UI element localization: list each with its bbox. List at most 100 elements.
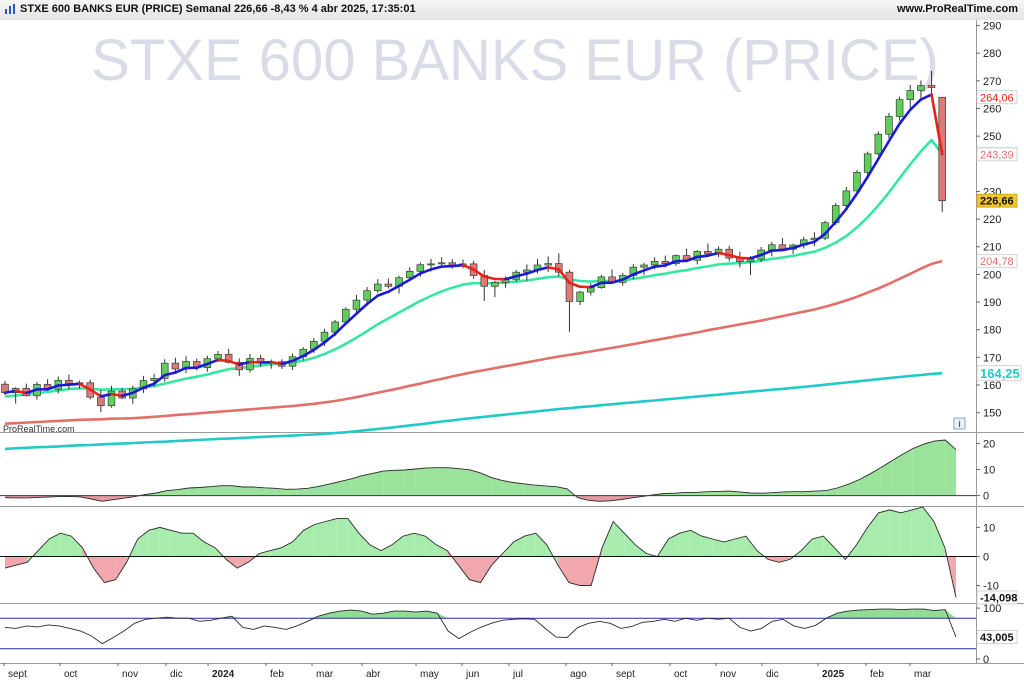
- oscillator-area: [718, 491, 730, 496]
- candle[interactable]: [544, 263, 552, 266]
- fast-ma-segment: [450, 263, 465, 268]
- fast-ma-segment: [312, 341, 326, 352]
- oscillator-area: [177, 488, 189, 496]
- fast-ma-segment: [482, 275, 497, 281]
- price-panel[interactable]: [1, 70, 946, 451]
- candle[interactable]: [224, 353, 233, 363]
- oscillator-panel-1[interactable]: [0, 439, 976, 502]
- candle[interactable]: [161, 362, 169, 379]
- fast-ma-segment: [504, 274, 518, 281]
- candle[interactable]: [246, 358, 254, 371]
- oscillator-area: [192, 533, 205, 557]
- candle[interactable]: [704, 251, 712, 255]
- fast-ma-segment: [46, 384, 60, 391]
- candle[interactable]: [853, 172, 861, 192]
- candle[interactable]: [565, 271, 574, 302]
- fast-ma-segment: [887, 122, 901, 143]
- x-axis-label: nov: [122, 669, 138, 680]
- candle[interactable]: [917, 85, 925, 91]
- oscillator-area: [60, 533, 72, 557]
- oscillator-area: [901, 448, 913, 496]
- candle[interactable]: [650, 261, 659, 266]
- price-badge-box: [976, 365, 1022, 382]
- oscillator-panel-2[interactable]: [0, 506, 976, 598]
- oscillator-area: [392, 536, 404, 557]
- candle[interactable]: [672, 255, 680, 264]
- oscillator-area: [823, 536, 835, 557]
- candle[interactable]: [405, 270, 414, 279]
- oscillator-area: [425, 536, 437, 557]
- oscillator-area: [469, 469, 481, 496]
- fast-ma-segment: [333, 322, 348, 336]
- candle[interactable]: [352, 299, 361, 310]
- oscillator-area: [945, 440, 956, 496]
- x-axis-label: dic: [766, 669, 779, 680]
- oscillator-area: [91, 495, 103, 502]
- oscillator-line: [4, 506, 957, 598]
- candle[interactable]: [576, 291, 584, 302]
- oscillator-area: [480, 472, 492, 496]
- fast-ma-segment: [24, 388, 39, 395]
- candle[interactable]: [65, 379, 73, 384]
- fast-ma-segment: [152, 373, 167, 386]
- x-axis-label: sept: [616, 669, 635, 680]
- price-axis-background: [976, 20, 1024, 683]
- oscillator-area: [707, 491, 719, 496]
- oscillator-area: [793, 491, 805, 496]
- candle[interactable]: [97, 396, 105, 407]
- fast-ma-segment: [749, 253, 763, 260]
- candle[interactable]: [895, 99, 904, 117]
- candle[interactable]: [491, 282, 499, 287]
- candle[interactable]: [863, 153, 872, 173]
- candle[interactable]: [885, 116, 893, 135]
- overbought-area: [372, 613, 384, 619]
- candle[interactable]: [661, 261, 670, 264]
- candle[interactable]: [842, 190, 851, 206]
- candle[interactable]: [171, 362, 180, 370]
- overbought-area: [394, 611, 405, 619]
- overbought-area: [404, 611, 416, 619]
- candle[interactable]: [384, 283, 393, 287]
- oscillator-tick-label: 10: [983, 465, 995, 477]
- candle[interactable]: [363, 290, 371, 301]
- price-tick-label: 150: [983, 408, 1001, 420]
- candle[interactable]: [906, 90, 914, 100]
- oscillator-area: [383, 470, 395, 496]
- candle[interactable]: [437, 262, 446, 265]
- oscillator-tick-label: 0: [983, 654, 989, 666]
- oscillator-area: [358, 533, 370, 557]
- chart-canvas[interactable]: STXE 600 BANKS EUR (PRICE) 150 160 170 180 1…: [0, 20, 1024, 683]
- fast-ma-segment: [610, 278, 625, 284]
- candle[interactable]: [427, 263, 435, 266]
- candle[interactable]: [374, 283, 382, 292]
- oscillator-area: [933, 521, 945, 557]
- info-icon[interactable]: i: [953, 417, 966, 430]
- oscillator-area: [723, 539, 735, 557]
- oscillator-area: [275, 488, 286, 496]
- fast-ma-segment: [206, 358, 220, 366]
- fast-ma-segment: [131, 386, 145, 395]
- oscillator-area: [934, 440, 946, 496]
- price-badge: 243,39: [980, 149, 1014, 161]
- candle[interactable]: [874, 133, 883, 155]
- candle[interactable]: [927, 85, 936, 88]
- candle[interactable]: [107, 390, 116, 407]
- fast-ma-segment: [653, 264, 667, 268]
- oscillator-area: [281, 541, 293, 557]
- candle[interactable]: [214, 353, 222, 360]
- chart-logo-icon: [5, 4, 15, 14]
- oscillator-area: [16, 556, 28, 566]
- candle[interactable]: [640, 264, 648, 268]
- fast-ma-segment: [408, 272, 422, 282]
- x-axis-label: jul: [512, 669, 523, 680]
- x-axis-label: feb: [270, 669, 284, 680]
- oscillator-area: [580, 556, 592, 586]
- candle[interactable]: [416, 264, 425, 272]
- oscillator-area: [512, 482, 524, 496]
- fast-ma-segment: [834, 207, 848, 224]
- overbought-area: [350, 610, 362, 619]
- site-link[interactable]: www.ProRealTime.com: [896, 3, 1018, 15]
- candle[interactable]: [235, 361, 244, 371]
- oscillator-panel-3[interactable]: [0, 608, 976, 650]
- oscillator-area: [745, 536, 757, 557]
